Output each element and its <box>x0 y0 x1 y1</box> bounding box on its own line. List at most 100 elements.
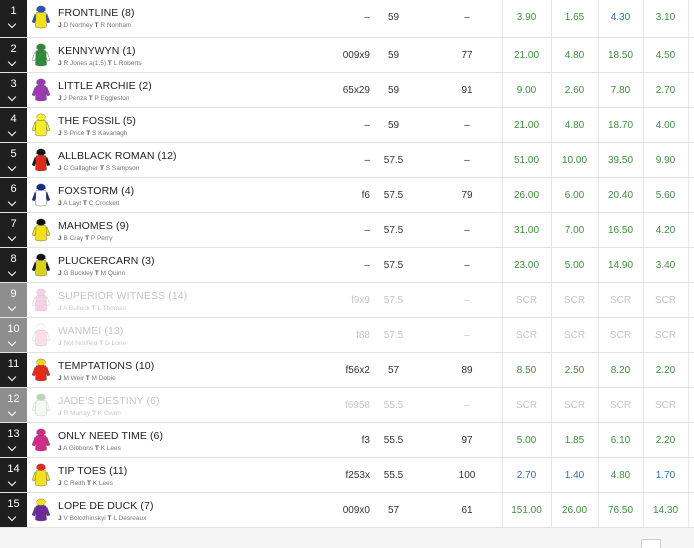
runner-name[interactable]: MAHOMES (9) <box>58 220 130 232</box>
runner-row[interactable]: 7 MAHOMES (9) J B Cray T P Perry – 57.5 – 31.… <box>0 213 694 248</box>
chevron-down-icon[interactable] <box>7 19 17 29</box>
odds-cell[interactable]: 14.90 <box>607 260 634 271</box>
odds-cell[interactable]: 3.10 <box>655 12 676 23</box>
odds-cell[interactable]: SCR <box>609 330 632 341</box>
odds-cell[interactable]: 7.00 <box>564 225 585 236</box>
odds-cell[interactable]: 5.00 <box>516 435 537 446</box>
chevron-down-icon[interactable] <box>7 92 17 102</box>
odds-cell[interactable]: 18.50 <box>607 50 634 61</box>
odds-cell[interactable]: 1.65 <box>564 12 585 23</box>
runner-number-cell[interactable]: 1 <box>0 0 27 37</box>
odds-cell[interactable]: 8.20 <box>610 365 631 376</box>
runner-number-cell[interactable]: 13 <box>0 423 27 457</box>
odds-cell[interactable]: 20.40 <box>607 190 634 201</box>
odds-cell[interactable]: 9.00 <box>516 85 537 96</box>
odds-cell[interactable]: SCR <box>654 400 677 411</box>
odds-cell[interactable]: 1.40 <box>564 470 585 481</box>
odds-cell[interactable]: 8.50 <box>516 365 537 376</box>
runner-row[interactable]: 13 ONLY NEED TIME (6) J A Gibbons T K Lee… <box>0 423 694 458</box>
runner-number-cell[interactable]: 2 <box>0 38 27 72</box>
odds-cell[interactable]: 7.80 <box>610 85 631 96</box>
runner-name[interactable]: PLUCKERCARN (3) <box>58 255 155 267</box>
odds-cell[interactable]: 4.00 <box>655 120 676 131</box>
runner-row[interactable]: 4 THE FOSSIL (5) J S Price T S Kavanagh – 5… <box>0 108 694 143</box>
runner-row[interactable]: 1 FRONTLINE (8) J D Northey T R Nonham – 59… <box>0 0 694 38</box>
odds-cell[interactable]: 2.50 <box>564 365 585 376</box>
odds-cell[interactable]: 4.80 <box>564 50 585 61</box>
runner-name[interactable]: FOXSTORM (4) <box>58 185 135 197</box>
odds-cell[interactable]: SCR <box>654 295 677 306</box>
runner-row[interactable]: 6 FOXSTORM (4) J A Layt T C Crockett f6 57.… <box>0 178 694 213</box>
runner-name[interactable]: ONLY NEED TIME (6) <box>58 430 164 442</box>
runner-name[interactable]: THE FOSSIL (5) <box>58 115 137 127</box>
odds-cell[interactable]: SCR <box>563 400 586 411</box>
chevron-down-icon[interactable] <box>7 232 17 242</box>
chevron-down-icon[interactable] <box>7 57 17 67</box>
runner-row[interactable]: 10 WANMEI (13) J Not Notified T D Lone f88… <box>0 318 694 353</box>
chevron-down-icon[interactable] <box>7 407 17 417</box>
odds-cell[interactable]: 3.40 <box>655 260 676 271</box>
chevron-down-icon[interactable] <box>7 512 17 522</box>
chevron-down-icon[interactable] <box>7 372 17 382</box>
odds-cell[interactable]: 4.50 <box>655 50 676 61</box>
runner-number-cell[interactable]: 8 <box>0 248 27 282</box>
runner-number-cell[interactable]: 15 <box>0 493 27 527</box>
runner-row[interactable]: 15 LOPE DE DUCK (7) J V Bolozhinskyi T L … <box>0 493 694 528</box>
odds-cell[interactable]: 76.50 <box>607 505 634 516</box>
runner-row[interactable]: 12 JADE'S DESTINY (6) J R Murray T K Owen… <box>0 388 694 423</box>
odds-cell[interactable]: 3.90 <box>516 12 537 23</box>
runner-row[interactable]: 3 LITTLE ARCHIE (2) J J Penza T P Egglest… <box>0 73 694 108</box>
odds-cell[interactable]: 31.00 <box>513 225 540 236</box>
runner-row[interactable]: 14 TIP TOES (11) J C Reith T K Lees f253x 5… <box>0 458 694 493</box>
odds-cell[interactable]: 5.60 <box>655 190 676 201</box>
odds-cell[interactable]: 26.00 <box>561 505 588 516</box>
runner-name[interactable]: TEMPTATIONS (10) <box>58 360 155 372</box>
odds-cell[interactable]: 10.00 <box>561 155 588 166</box>
runner-name[interactable]: FRONTLINE (8) <box>58 7 135 19</box>
odds-cell[interactable]: SCR <box>609 400 632 411</box>
odds-cell[interactable]: SCR <box>609 295 632 306</box>
odds-cell[interactable]: SCR <box>563 330 586 341</box>
odds-cell[interactable]: 1.70 <box>655 470 676 481</box>
odds-cell[interactable]: 23.00 <box>513 260 540 271</box>
odds-cell[interactable]: 6.00 <box>564 190 585 201</box>
odds-cell[interactable]: 2.70 <box>516 470 537 481</box>
odds-cell[interactable]: SCR <box>515 400 538 411</box>
odds-cell[interactable]: 2.60 <box>564 85 585 96</box>
odds-cell[interactable]: 9.90 <box>655 155 676 166</box>
odds-cell[interactable]: 21.00 <box>513 50 540 61</box>
odds-cell[interactable]: 4.20 <box>655 225 676 236</box>
odds-cell[interactable]: 14.30 <box>652 505 679 516</box>
chevron-down-icon[interactable] <box>7 337 17 347</box>
runner-number-cell[interactable]: 14 <box>0 458 27 492</box>
runner-row[interactable]: 5 ALLBLACK ROMAN (12) J C Gallagher T S S… <box>0 143 694 178</box>
runner-number-cell[interactable]: 3 <box>0 73 27 107</box>
runner-row[interactable]: 9 SUPERIOR WITNESS (14) J A Bullock T L T… <box>0 283 694 318</box>
odds-cell[interactable]: 2.20 <box>655 435 676 446</box>
chevron-down-icon[interactable] <box>7 127 17 137</box>
runner-number-cell[interactable]: 5 <box>0 143 27 177</box>
runner-name[interactable]: SUPERIOR WITNESS (14) <box>58 290 188 302</box>
odds-cell[interactable]: 2.20 <box>655 365 676 376</box>
runner-name[interactable]: JADE'S DESTINY (6) <box>58 395 160 407</box>
chevron-down-icon[interactable] <box>7 162 17 172</box>
odds-cell[interactable]: 1.85 <box>564 435 585 446</box>
odds-cell[interactable]: SCR <box>654 330 677 341</box>
runner-number-cell[interactable]: 9 <box>0 283 27 317</box>
odds-cell[interactable]: 16.50 <box>607 225 634 236</box>
odds-cell[interactable]: 21.00 <box>513 120 540 131</box>
runner-number-cell[interactable]: 10 <box>0 318 27 352</box>
runner-row[interactable]: 2 KENNYWYN (1) J R Jones a(1.5) T L Rober… <box>0 38 694 73</box>
runner-name[interactable]: LITTLE ARCHIE (2) <box>58 80 152 92</box>
runner-number-cell[interactable]: 12 <box>0 388 27 422</box>
odds-cell[interactable]: 4.30 <box>610 12 631 23</box>
runner-name[interactable]: TIP TOES (11) <box>58 465 128 477</box>
odds-cell[interactable]: SCR <box>515 295 538 306</box>
runner-name[interactable]: ALLBLACK ROMAN (12) <box>58 150 177 162</box>
odds-cell[interactable]: 26.00 <box>513 190 540 201</box>
odds-cell[interactable]: 18.70 <box>607 120 634 131</box>
runner-row[interactable]: 11 TEMPTATIONS (10) J M Weir T M Dobie f56… <box>0 353 694 388</box>
chevron-down-icon[interactable] <box>7 267 17 277</box>
odds-cell[interactable]: SCR <box>563 295 586 306</box>
chevron-down-icon[interactable] <box>7 442 17 452</box>
